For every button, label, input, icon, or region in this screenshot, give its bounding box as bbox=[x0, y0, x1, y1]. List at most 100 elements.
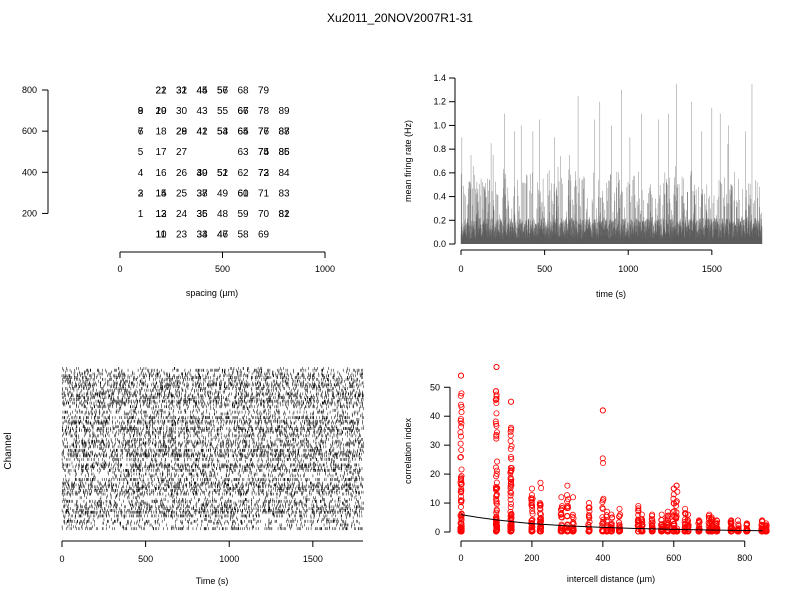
electrode-label: 48 bbox=[217, 209, 229, 220]
electrode-label: 9 bbox=[138, 106, 144, 117]
electrode-label: 10 bbox=[155, 230, 167, 241]
electrode-label: 4 bbox=[138, 168, 144, 179]
electrode-label: 8 bbox=[138, 106, 144, 117]
electrode-label: 2 bbox=[138, 188, 144, 199]
correlation-y-axis-label: correlation index bbox=[403, 417, 413, 484]
correlation-point bbox=[600, 519, 607, 526]
correlation-point bbox=[457, 503, 464, 510]
electrode-label: 83 bbox=[278, 188, 290, 199]
correlation-y-tick-label: 20 bbox=[430, 469, 440, 479]
correlation-point bbox=[648, 519, 655, 526]
correlation-point bbox=[507, 479, 514, 486]
correlation-point bbox=[664, 513, 671, 520]
correlation-point bbox=[529, 508, 536, 515]
correlation-point bbox=[673, 498, 680, 505]
electrode-label: 41 bbox=[196, 127, 208, 138]
correlation-point bbox=[586, 528, 593, 535]
correlation-point bbox=[529, 523, 536, 530]
correlation-point bbox=[507, 489, 514, 496]
correlation-point bbox=[507, 445, 514, 452]
correlation-point bbox=[664, 527, 671, 534]
correlation-point bbox=[507, 492, 514, 499]
rate-y-tick-label: 1.4 bbox=[433, 73, 446, 83]
electrode-label: 84 bbox=[278, 168, 290, 179]
correlation-y-tick-label: 30 bbox=[430, 440, 440, 450]
correlation-point bbox=[635, 502, 642, 509]
correlation-point bbox=[528, 485, 535, 492]
correlation-point bbox=[457, 454, 464, 461]
correlation-point bbox=[586, 500, 593, 507]
correlation-point bbox=[494, 458, 501, 465]
correlation-point bbox=[673, 502, 680, 509]
electrode-label: 69 bbox=[258, 230, 270, 241]
layout-x-tick-label: 500 bbox=[215, 264, 230, 274]
electrode-label: 82 bbox=[278, 209, 290, 220]
correlation-y-tick-label: 40 bbox=[430, 411, 440, 421]
correlation-point bbox=[493, 479, 500, 486]
electrode-label: 44 bbox=[196, 86, 208, 97]
electrode-label: 78 bbox=[258, 106, 270, 117]
electrode-label: 11 bbox=[156, 230, 167, 241]
electrode-label: 52 bbox=[217, 168, 229, 179]
correlation-point bbox=[564, 524, 571, 531]
correlation-point bbox=[638, 511, 645, 518]
correlation-point bbox=[608, 528, 615, 535]
layout-y-tick-label: 400 bbox=[22, 167, 37, 177]
correlation-point bbox=[528, 495, 535, 502]
electrode-label: 88 bbox=[278, 127, 290, 138]
correlation-point bbox=[672, 499, 679, 506]
electrode-label: 62 bbox=[237, 168, 249, 179]
correlation-point bbox=[457, 372, 464, 379]
electrode-label: 64 bbox=[237, 127, 249, 138]
correlation-point bbox=[537, 519, 544, 526]
correlation-point bbox=[617, 511, 624, 518]
correlation-point bbox=[673, 482, 680, 489]
rate-y-tick-label: 0.2 bbox=[433, 215, 446, 225]
electrode-label: 73 bbox=[258, 168, 270, 179]
electrode-label: 23 bbox=[176, 230, 188, 241]
correlation-point bbox=[727, 518, 734, 525]
correlation-point bbox=[493, 388, 500, 395]
correlation-point bbox=[604, 508, 611, 515]
correlation-point bbox=[458, 420, 465, 427]
correlation-point bbox=[508, 443, 515, 450]
correlation-point bbox=[674, 528, 681, 535]
correlation-point bbox=[537, 515, 544, 522]
correlation-point bbox=[457, 497, 464, 504]
raster-x-tick-label: 0 bbox=[59, 554, 64, 564]
electrode-label: 87 bbox=[278, 127, 290, 138]
electrode-label: 36 bbox=[196, 209, 208, 220]
correlation-point bbox=[727, 525, 734, 532]
layout-y-tick-label: 800 bbox=[22, 85, 37, 95]
electrode-label: 57 bbox=[217, 86, 229, 97]
spike-raster-panel: Time (s) Channel 0 500 1000 1500 bbox=[3, 367, 364, 586]
correlation-point bbox=[458, 466, 465, 473]
correlation-point bbox=[586, 514, 593, 521]
correlation-point bbox=[616, 521, 623, 528]
correlation-point bbox=[492, 418, 499, 425]
electrode-label: 24 bbox=[176, 209, 188, 220]
layout-x-tick-label: 0 bbox=[117, 264, 122, 274]
correlation-point bbox=[734, 517, 741, 524]
rate-x-tick-label: 1500 bbox=[702, 264, 722, 274]
electrode-label: 46 bbox=[217, 230, 229, 241]
correlation-x-axis-label: intercell distance (µm) bbox=[567, 574, 655, 584]
correlation-point bbox=[695, 528, 702, 535]
correlation-point bbox=[616, 528, 623, 535]
correlation-point bbox=[599, 506, 606, 513]
electrode-label: 38 bbox=[196, 188, 208, 199]
correlation-point bbox=[728, 517, 735, 524]
electrode-label: 22 bbox=[155, 86, 167, 97]
correlation-point bbox=[557, 511, 564, 518]
electrode-label: 61 bbox=[237, 188, 249, 199]
correlation-point bbox=[493, 526, 500, 533]
correlation-point bbox=[493, 410, 500, 417]
correlation-point bbox=[457, 392, 464, 399]
correlation-point bbox=[508, 500, 515, 507]
correlation-point bbox=[457, 440, 464, 447]
electrode-label: 15 bbox=[155, 188, 167, 199]
correlation-point bbox=[714, 525, 721, 532]
correlation-point bbox=[493, 473, 500, 480]
